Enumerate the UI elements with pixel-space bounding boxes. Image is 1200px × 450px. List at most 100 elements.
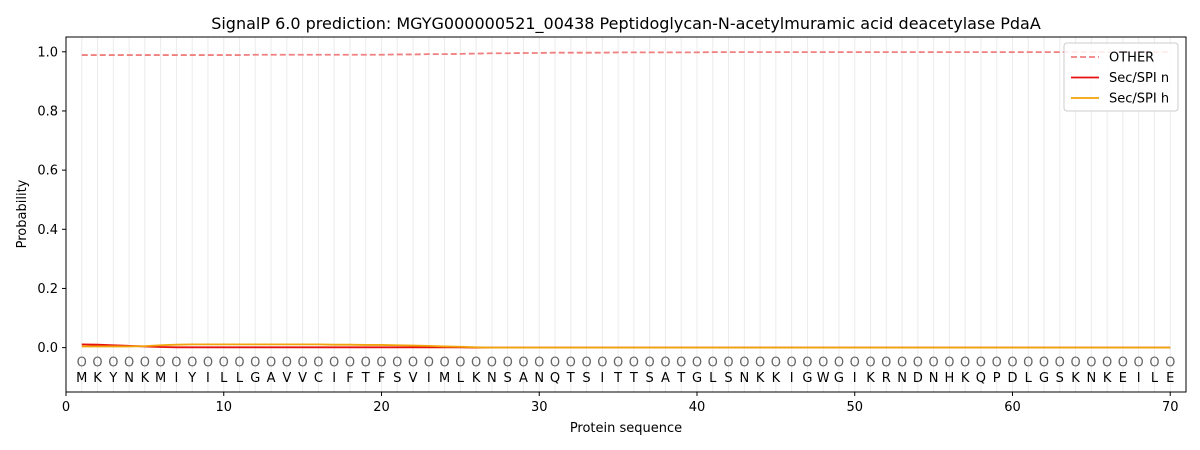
predicted-label: O	[518, 355, 528, 370]
residue-label: Q	[550, 371, 560, 386]
predicted-label: O	[708, 355, 718, 370]
predicted-label: O	[266, 355, 276, 370]
residue-label: V	[282, 371, 291, 386]
predicted-label: O	[1149, 355, 1159, 370]
residue-label: K	[93, 371, 102, 386]
residue-label: M	[155, 371, 166, 386]
x-tick-label: 20	[373, 400, 390, 415]
residue-label: N	[487, 371, 497, 386]
residue-label: K	[961, 371, 970, 386]
predicted-label: O	[1165, 355, 1175, 370]
y-tick-label: 0.8	[37, 104, 58, 119]
predicted-label: O	[140, 355, 150, 370]
residue-label: L	[457, 371, 465, 386]
residue-label: T	[629, 371, 638, 386]
predicted-label: O	[124, 355, 134, 370]
predicted-label: O	[376, 355, 386, 370]
y-axis-ticks: 0.0 0.2 0.4 0.6 0.8 1.0	[37, 45, 66, 356]
series-line-sec-spi-h	[81, 343, 1171, 349]
predicted-label: O	[566, 355, 576, 370]
residue-label: A	[519, 371, 528, 386]
predicted-label: O	[629, 355, 639, 370]
residue-label: K	[866, 371, 875, 386]
predicted-label: O	[156, 355, 166, 370]
legend-entry: OTHER	[1109, 51, 1154, 66]
predicted-label: O	[250, 355, 260, 370]
residue-label: Y	[187, 371, 196, 386]
residue-label: N	[124, 371, 134, 386]
predicted-label: O	[1118, 355, 1128, 370]
predicted-label: O	[992, 355, 1002, 370]
residue-label: S	[1056, 371, 1064, 386]
residue-label: L	[236, 371, 244, 386]
residue-label: M	[439, 371, 450, 386]
x-tick-label: 40	[689, 400, 706, 415]
predicted-label: O	[108, 355, 118, 370]
residue-label: N	[1086, 371, 1096, 386]
x-axis-ticks: 0 10 20 30 40 50 60 70	[62, 392, 1178, 415]
x-tick-label: 10	[215, 400, 232, 415]
predicted-label: O	[755, 355, 765, 370]
residue-label: K	[141, 371, 150, 386]
residue-label: I	[790, 371, 794, 386]
residue-label: G	[1039, 371, 1049, 386]
y-axis-label: Probability	[15, 179, 30, 248]
legend-entry: Sec/SPI h	[1109, 92, 1169, 107]
residue-label: V	[409, 371, 418, 386]
plot-frame	[65, 36, 1187, 393]
chart-title: SignalP 6.0 prediction: MGYG000000521_00…	[211, 14, 1041, 34]
y-tick-label: 0.4	[37, 223, 58, 238]
predicted-label: O	[313, 355, 323, 370]
predicted-label: O	[77, 355, 87, 370]
predicted-label: O	[424, 355, 434, 370]
legend: OTHER Sec/SPI n Sec/SPI h	[1063, 42, 1179, 112]
residue-label: T	[613, 371, 622, 386]
predicted-label: O	[298, 355, 308, 370]
residue-label: K	[472, 371, 481, 386]
residue-label: H	[944, 371, 954, 386]
predicted-label: O	[92, 355, 102, 370]
predicted-label: O	[976, 355, 986, 370]
x-tick-label: 30	[531, 400, 548, 415]
residue-label: E	[1166, 371, 1174, 386]
residue-label: S	[582, 371, 590, 386]
residue-label: I	[206, 371, 210, 386]
predicted-label: O	[487, 355, 497, 370]
predicted-label: O	[739, 355, 749, 370]
residue-label: I	[175, 371, 179, 386]
residue-label: N	[534, 371, 544, 386]
predicted-label: O	[1070, 355, 1080, 370]
predicted-label: O	[613, 355, 623, 370]
predicted-label: O	[960, 355, 970, 370]
predicted-label: O	[171, 355, 181, 370]
predicted-label: O	[1086, 355, 1096, 370]
residue-label: L	[1151, 371, 1159, 386]
predicted-label: O	[1039, 355, 1049, 370]
residue-label: G	[692, 371, 702, 386]
residue-label: R	[882, 371, 891, 386]
predicted-label: O	[581, 355, 591, 370]
predicted-label: O	[881, 355, 891, 370]
predicted-label: O	[723, 355, 733, 370]
residue-label: L	[220, 371, 228, 386]
residue-label: M	[76, 371, 87, 386]
residue-label: T	[566, 371, 575, 386]
residue-label: T	[676, 371, 685, 386]
y-tick-label: 0.0	[37, 341, 58, 356]
predicted-label: O	[787, 355, 797, 370]
predicted-label: O	[865, 355, 875, 370]
residue-label: C	[314, 371, 323, 386]
predicted-label: O	[282, 355, 292, 370]
series-lines	[81, 51, 1171, 349]
residue-label: G	[250, 371, 260, 386]
predicted-label: O	[802, 355, 812, 370]
predicted-label: O	[818, 355, 828, 370]
predicted-label: O	[219, 355, 229, 370]
predicted-label: O	[408, 355, 418, 370]
residue-label: V	[298, 371, 307, 386]
residue-label: I	[332, 371, 336, 386]
residue-label: L	[709, 371, 717, 386]
residue-label: I	[853, 371, 857, 386]
residue-label: D	[1007, 371, 1017, 386]
